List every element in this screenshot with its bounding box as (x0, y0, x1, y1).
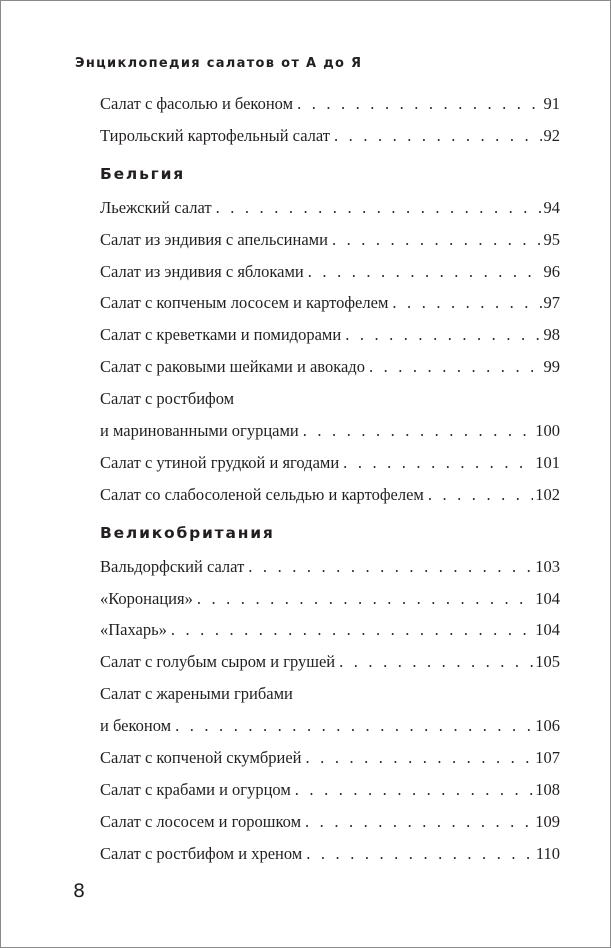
dot-leader: . . . . . . . . . . . . . . . . . . . . … (339, 652, 533, 672)
dot-leader: . . . . . . . . . . . . . . . . . . . . … (343, 452, 533, 472)
dot-leader: . . . . . . . . . . . . . . . . . . . . … (215, 197, 542, 217)
dot-leader: . . . . . . . . . . . . . . . . . . . . … (302, 421, 534, 441)
toc-entry: «Коронация». . . . . . . . . . . . . . .… (100, 588, 560, 620)
entry-title: Льежский салат (100, 197, 212, 217)
toc-entry: Салат с раковыми шейками и авокадо. . . … (100, 356, 560, 388)
entry-page-number: 95 (543, 229, 561, 249)
entry-title: Салат с копченой скумбрией (100, 748, 302, 768)
dot-leader: . . . . . . . . . . . . . . . . . . . . … (196, 588, 533, 608)
toc-entry: Салат с креветками и помидорами. . . . .… (100, 324, 560, 356)
dot-leader: . . . . . . . . . . . . . . . . . . . . … (170, 620, 533, 640)
entry-page-number: 104 (535, 620, 560, 640)
toc-entry: Тирольский картофельный салат. . . . . .… (100, 125, 560, 157)
entry-page-number: 108 (535, 779, 560, 799)
page-number: 8 (73, 880, 86, 902)
toc-entry: и маринованными огурцами. . . . . . . . … (100, 420, 560, 452)
entry-title: Вальдорфский салат (100, 556, 245, 576)
toc-entry: Салат с фасолью и беконом. . . . . . . .… (100, 93, 560, 125)
toc-entry: Салат с голубым сыром и грушей. . . . . … (100, 651, 560, 683)
toc-entry: Салат с ростбифом (100, 388, 560, 420)
toc-entry: Вальдорфский салат. . . . . . . . . . . … (100, 556, 560, 588)
entry-title: Салат с жареными грибами (100, 684, 293, 704)
entry-title: Салат с голубым сыром и грушей (100, 652, 336, 672)
entry-page-number: 104 (535, 588, 560, 608)
dot-leader: . . . . . . . . . . . . . . . . . . . . … (334, 125, 541, 145)
entry-title: Салат с ростбифом и хреном (100, 843, 303, 863)
entry-title: «Коронация» (100, 588, 193, 608)
dot-leader: . . . . . . . . . . . . . . . . . . . . … (306, 843, 534, 863)
entry-page-number: 107 (535, 748, 560, 768)
dot-leader: . . . . . . . . . . . . . . . . . . . . … (331, 229, 542, 249)
dot-leader: . . . . . . . . . . . . . . . . . . . . … (297, 94, 541, 113)
entry-page-number: 94 (543, 197, 561, 217)
dot-leader: . . . . . . . . . . . . . . . . . . . . … (248, 556, 534, 576)
entry-page-number: 101 (535, 452, 560, 472)
toc-entry: Льежский салат. . . . . . . . . . . . . … (100, 197, 560, 229)
entry-page-number: 105 (535, 652, 560, 672)
running-head: Энциклопедия салатов от А до Я (75, 56, 363, 71)
entry-page-number: 92 (543, 125, 561, 145)
entry-page-number: 97 (543, 293, 561, 313)
dot-leader: . . . . . . . . . . . . . . . . . . . . … (294, 779, 533, 799)
entry-page-number: 100 (535, 421, 560, 441)
entry-title: Салат с креветками и помидорами (100, 325, 342, 345)
entry-title: и маринованными огурцами (100, 421, 299, 441)
entry-page-number: 98 (543, 325, 561, 345)
entry-title: Салат с утиной грудкой и ягодами (100, 452, 340, 472)
entry-title: «Пахарь» (100, 620, 167, 640)
entry-page-number: 106 (535, 716, 560, 736)
dot-leader: . . . . . . . . . . . . . . . . . . . . … (427, 484, 533, 504)
toc-entry: Салат из эндивия с апельсинами. . . . . … (100, 229, 560, 261)
entry-title: Салат из эндивия с апельсинами (100, 229, 328, 249)
entry-title: Салат с крабами и огурцом (100, 779, 291, 799)
entry-page-number: 103 (535, 556, 560, 576)
dot-leader: . . . . . . . . . . . . . . . . . . . . … (305, 748, 534, 768)
dot-leader: . . . . . . . . . . . . . . . . . . . . … (392, 293, 541, 313)
dot-leader: . . . . . . . . . . . . . . . . . . . . … (368, 357, 542, 377)
entry-title: Салат с фасолью и беконом (100, 94, 294, 113)
toc-entry: Салат с утиной грудкой и ягодами. . . . … (100, 452, 560, 484)
entry-title: Салат с раковыми шейками и авокадо (100, 357, 365, 377)
entry-title: Салат с ростбифом (100, 389, 235, 409)
section-heading: Великобритания (100, 523, 275, 542)
section-heading: Бельгия (100, 164, 185, 183)
dot-leader: . . . . . . . . . . . . . . . . . . . . … (305, 811, 533, 831)
entry-page-number: 110 (535, 843, 560, 863)
dot-leader: . . . . . . . . . . . . . . . . . . . . … (307, 261, 542, 281)
entry-page-number: 102 (535, 484, 560, 504)
entry-title: Салат с лососем и горошком (100, 811, 302, 831)
toc-entry: Салат из эндивия с яблоками. . . . . . .… (100, 261, 560, 293)
entry-page-number: 91 (543, 94, 561, 113)
entry-title: Салат из эндивия с яблоками (100, 261, 304, 281)
dot-leader: . . . . . . . . . . . . . . . . . . . . … (345, 325, 541, 345)
toc-entry: Салат с жареными грибами (100, 683, 560, 715)
toc-entry: Салат с копченой скумбрией. . . . . . . … (100, 747, 560, 779)
toc-entry: Салат с копченым лососем и картофелем. .… (100, 292, 560, 324)
entry-title: Тирольский картофельный салат (100, 125, 331, 145)
toc-entry: Салат с лососем и горошком. . . . . . . … (100, 811, 560, 843)
toc-entry: Салат со слабосоленой сельдью и картофел… (100, 484, 560, 516)
toc-entry: и беконом. . . . . . . . . . . . . . . .… (100, 715, 560, 747)
entry-page-number: 99 (543, 357, 561, 377)
toc-entry: «Пахарь». . . . . . . . . . . . . . . . … (100, 619, 560, 651)
entry-title: Салат с копченым лососем и картофелем (100, 293, 389, 313)
dot-leader: . . . . . . . . . . . . . . . . . . . . … (175, 716, 533, 736)
entry-page-number: 96 (543, 261, 561, 281)
entry-title: и беконом (100, 716, 172, 736)
entry-title: Салат со слабосоленой сельдью и картофел… (100, 484, 424, 504)
toc-entry: Салат с крабами и огурцом. . . . . . . .… (100, 779, 560, 811)
toc-entry: Салат с ростбифом и хреном. . . . . . . … (100, 843, 560, 875)
table-of-contents: Салат с фасолью и беконом. . . . . . . .… (100, 93, 560, 875)
entry-page-number: 109 (535, 811, 560, 831)
